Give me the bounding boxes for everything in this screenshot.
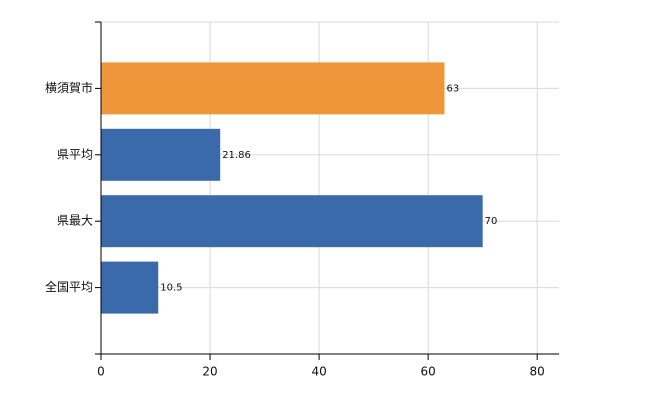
y-tick-label: 横須賀市: [45, 80, 93, 95]
y-tick-label: 県平均: [57, 147, 93, 161]
bar: [101, 62, 445, 115]
x-tick-label: 80: [530, 365, 545, 379]
bar: [101, 128, 221, 181]
value-label: 63: [447, 83, 460, 94]
value-label: 70: [485, 216, 498, 227]
x-tick-label: 60: [421, 365, 436, 379]
value-label: 21.86: [222, 150, 251, 161]
bar: [101, 195, 483, 248]
bar: [101, 261, 159, 314]
y-tick-label: 県最大: [57, 214, 93, 228]
x-tick-label: 40: [311, 365, 326, 379]
value-label: 10.5: [160, 283, 182, 294]
x-tick-label: 20: [202, 365, 217, 379]
x-tick-label: 0: [97, 365, 105, 379]
y-tick-label: 全国平均: [45, 279, 93, 294]
